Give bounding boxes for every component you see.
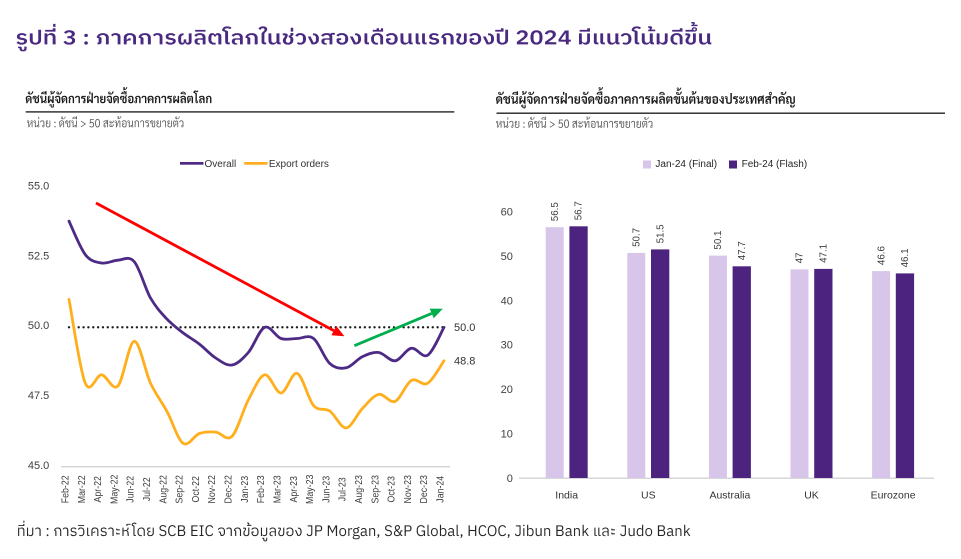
svg-text:50.0: 50.0 (454, 322, 475, 334)
svg-text:60: 60 (501, 207, 513, 219)
svg-text:52.5: 52.5 (28, 250, 49, 262)
svg-text:Jun-23: Jun-23 (321, 476, 332, 503)
svg-text:48.8: 48.8 (454, 355, 475, 367)
svg-text:Eurozone: Eurozone (871, 490, 916, 502)
svg-text:India: India (555, 490, 578, 502)
svg-text:Feb-22: Feb-22 (61, 475, 72, 503)
svg-text:Jan-24: Jan-24 (436, 476, 447, 503)
svg-text:US: US (641, 490, 656, 502)
svg-text:May-23: May-23 (305, 474, 316, 504)
svg-text:UK: UK (804, 490, 819, 502)
svg-text:50.0: 50.0 (28, 320, 49, 332)
svg-text:Feb-23: Feb-23 (256, 475, 267, 503)
svg-text:50: 50 (501, 251, 513, 263)
svg-text:Jun-22: Jun-22 (126, 476, 137, 503)
svg-text:55.0: 55.0 (28, 181, 49, 193)
svg-text:56.7: 56.7 (573, 201, 585, 220)
svg-text:Dec-23: Dec-23 (419, 475, 430, 504)
svg-text:Mar-22: Mar-22 (77, 475, 88, 503)
svg-text:Export orders: Export orders (269, 159, 329, 170)
svg-text:30: 30 (501, 340, 513, 352)
svg-text:50.1: 50.1 (712, 230, 724, 249)
svg-text:Australia: Australia (709, 490, 750, 502)
svg-text:46.6: 46.6 (875, 246, 887, 265)
svg-text:51.5: 51.5 (654, 224, 666, 243)
svg-text:Jul-23: Jul-23 (338, 477, 349, 501)
svg-text:Sep-22: Sep-22 (175, 475, 186, 504)
svg-text:May-22: May-22 (109, 474, 120, 504)
svg-text:Jan-23: Jan-23 (240, 476, 251, 503)
svg-text:Nov-23: Nov-23 (403, 475, 414, 504)
svg-text:Apr-23: Apr-23 (289, 476, 300, 503)
svg-text:Aug-23: Aug-23 (354, 475, 365, 504)
svg-text:Oct-23: Oct-23 (387, 476, 398, 503)
svg-text:47: 47 (794, 252, 806, 263)
svg-text:40: 40 (501, 295, 513, 307)
svg-text:10: 10 (501, 429, 513, 441)
svg-text:Apr-22: Apr-22 (93, 476, 104, 503)
svg-text:47.5: 47.5 (28, 390, 49, 402)
svg-text:50.7: 50.7 (631, 228, 643, 247)
svg-text:0: 0 (507, 473, 513, 485)
svg-text:47.7: 47.7 (736, 241, 748, 260)
svg-text:Dec-22: Dec-22 (224, 475, 235, 504)
svg-text:46.1: 46.1 (899, 248, 911, 267)
svg-text:Aug-22: Aug-22 (158, 475, 169, 504)
svg-text:45.0: 45.0 (28, 460, 49, 472)
svg-text:Mar-23: Mar-23 (273, 475, 284, 503)
svg-text:Oct-22: Oct-22 (191, 476, 202, 503)
svg-text:Jan-24 (Final): Jan-24 (Final) (655, 159, 717, 170)
svg-text:20: 20 (501, 384, 513, 396)
svg-text:Sep-23: Sep-23 (370, 475, 381, 504)
svg-text:Jul-22: Jul-22 (142, 477, 153, 501)
svg-text:Nov-22: Nov-22 (207, 475, 218, 504)
svg-text:47.1: 47.1 (818, 244, 830, 263)
svg-text:Feb-24 (Flash): Feb-24 (Flash) (742, 159, 808, 170)
svg-text:56.5: 56.5 (549, 202, 561, 221)
svg-text:Overall: Overall (205, 159, 237, 170)
